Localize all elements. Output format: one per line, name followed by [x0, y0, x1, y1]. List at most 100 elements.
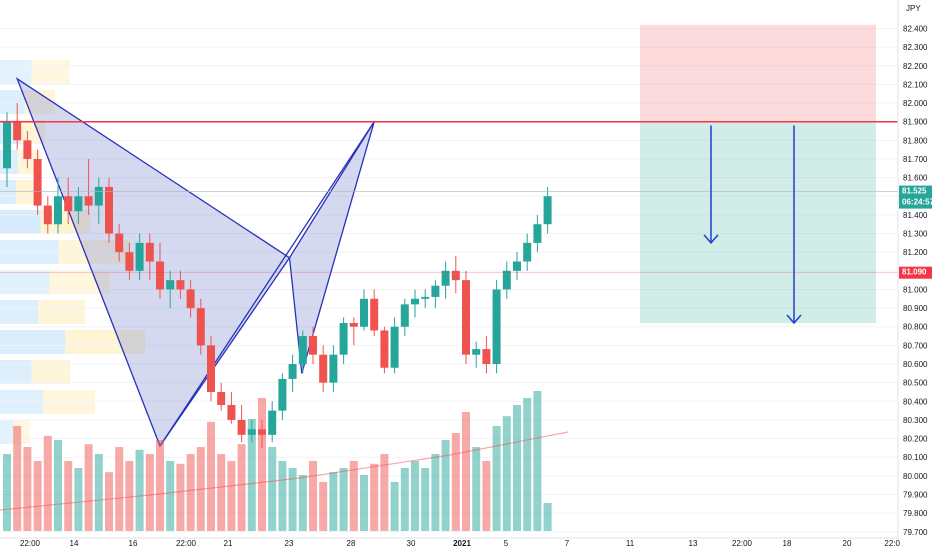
currency-label: JPY: [906, 4, 921, 13]
volume-bar: [309, 461, 317, 531]
candle-body: [43, 205, 52, 225]
target-arrow-head[interactable]: [703, 234, 719, 244]
candle-body: [370, 298, 379, 331]
profile-bar-value: [0, 210, 41, 234]
time-tick-label: 23: [285, 539, 294, 548]
candle-body: [176, 280, 185, 290]
candle-body: [105, 186, 113, 234]
candle-body: [268, 410, 277, 435]
candle-body: [237, 419, 246, 435]
price-axis[interactable]: JPY 82.400 82.300 82.200 82.100 82.000 81.900…: [897, 0, 932, 538]
volume-bar: [166, 461, 175, 531]
volume-bar: [186, 454, 195, 531]
time-tick-label: 22:0: [884, 539, 900, 548]
time-tick-label: 13: [689, 539, 698, 548]
candle-body: [84, 196, 93, 206]
volume-bar: [54, 440, 62, 531]
price-tick-label: 79.900: [903, 491, 928, 500]
volume-bar: [421, 468, 430, 531]
volume-bar: [145, 454, 154, 531]
price-tick-label: 80.900: [903, 304, 928, 313]
volume-bar: [298, 475, 307, 531]
price-tag: [899, 266, 932, 279]
position-zones: [640, 24, 876, 324]
volume-bar: [64, 461, 73, 531]
profile-bar-extended: [42, 390, 95, 414]
volume-bar: [217, 454, 226, 531]
profile-bar-value: [0, 300, 39, 324]
volume-bar: [135, 449, 144, 531]
candle-body: [3, 121, 11, 169]
drawings[interactable]: [0, 120, 898, 325]
volume-ma-line: [0, 431, 569, 511]
candle-body: [145, 242, 154, 262]
candle-body: [513, 261, 521, 271]
candle-body: [298, 336, 307, 365]
volume-bar: [156, 440, 164, 531]
price-tick-label: 80.100: [903, 453, 928, 462]
pattern-leg-ad[interactable]: [159, 121, 375, 447]
volume-bar: [482, 461, 491, 531]
time-axis[interactable]: 22:00 14 16 22:00 21 23 28 30 2021 5 7 11 13 22:00 18 2…: [0, 537, 901, 548]
volume-bar: [247, 419, 256, 531]
price-tick-label: 81.900: [903, 118, 928, 127]
price-tag-text: 81.525: [902, 187, 927, 196]
candle-body: [411, 298, 419, 305]
volume-bar: [349, 461, 358, 531]
volume-bar: [441, 440, 450, 531]
profile-bar-value: [0, 390, 43, 414]
price-tick-label: 82.300: [903, 43, 928, 52]
candle-body: [278, 378, 287, 411]
volume-bar: [472, 447, 481, 531]
candle-body: [13, 121, 22, 141]
price-tick-label: 81.000: [903, 285, 928, 294]
profile-bar-extended: [38, 300, 85, 324]
take-profit-zone[interactable]: [640, 121, 876, 324]
volume-bar: [502, 416, 511, 531]
time-tick-label: 16: [129, 539, 138, 548]
price-tick-label: 82.200: [903, 62, 928, 71]
price-tick-label: 81.400: [903, 211, 928, 220]
volume-bar: [523, 398, 532, 531]
pattern-triangle-bcd[interactable]: [288, 121, 375, 374]
price-tick-label: 80.000: [903, 472, 928, 481]
volume-bar: [13, 426, 22, 531]
volume-bars: [0, 391, 569, 531]
candle-body: [74, 196, 83, 212]
price-tick-label: 80.600: [903, 360, 928, 369]
time-tick-label: 30: [407, 539, 416, 548]
time-tick-label: 21: [224, 539, 233, 548]
candle-body: [523, 242, 532, 262]
candle-body: [390, 326, 399, 368]
candle-body: [156, 261, 164, 290]
price-tick-label: 82.400: [903, 25, 928, 34]
profile-bar-value: [0, 330, 66, 354]
volume-bar: [431, 454, 440, 531]
candle-body: [115, 233, 124, 253]
price-tick-label: 80.200: [903, 435, 928, 444]
price-tick-label: 81.800: [903, 136, 928, 145]
target-arrow-head[interactable]: [786, 314, 802, 325]
profile-bar-value: [0, 90, 25, 114]
candle-body: [23, 140, 32, 159]
stop-loss-zone[interactable]: [640, 24, 876, 122]
profile-bar-value: [0, 420, 14, 444]
volume-bar: [278, 461, 287, 531]
price-tag-text: 06:24:57: [902, 198, 932, 207]
candle-body: [94, 186, 103, 206]
volume-bar: [370, 463, 379, 531]
candle-body: [533, 224, 542, 243]
volume-bar: [84, 444, 93, 531]
candle-body: [472, 349, 481, 355]
harmonic-pattern: [15, 77, 375, 448]
profile-bar-value: [0, 270, 50, 294]
candle-body: [339, 323, 348, 355]
candle-body: [227, 405, 236, 420]
candle-body: [380, 330, 389, 368]
price-tick-label: 81.600: [903, 174, 928, 183]
price-tag-text: 81.090: [902, 268, 927, 277]
candle-body: [196, 308, 205, 346]
time-tick-label: 22:00: [20, 539, 41, 548]
volume-bar: [360, 475, 368, 531]
volume-bar: [492, 426, 501, 531]
